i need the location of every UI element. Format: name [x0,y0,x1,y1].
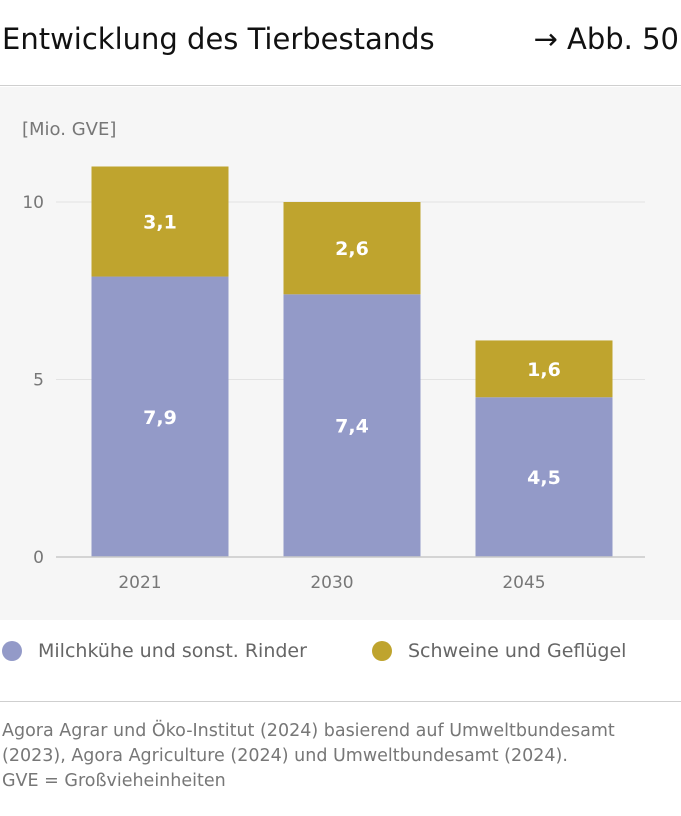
divider [0,701,681,702]
data-label: 3,1 [143,212,177,234]
legend-label-pigs-poultry: Schweine und Geflügel [408,640,627,662]
legend-swatch-pigs-poultry [372,641,392,661]
legend-item-pigs-poultry: Schweine und Geflügel [372,640,626,662]
source-line: GVE = Großvieheinheiten [2,771,226,791]
y-axis-label: [Mio. GVE] [22,119,116,140]
y-tick-label: 10 [22,193,44,213]
data-label: 4,5 [527,467,561,489]
bar-segment [283,294,421,557]
figure-reference[interactable]: → Abb. 50 [533,22,679,56]
bar-segment [475,340,613,398]
header: Entwicklung des Tierbestands → Abb. 50 [0,0,681,86]
chart-panel: [Mio. GVE] 0 5 10 7,9 3,1 2021 7,4 2,6 2030 4,5 1,6… [0,87,681,620]
source-line: (2023), Agora Agriculture (2024) und Umw… [2,746,568,766]
page-title: Entwicklung des Tierbestands [2,22,435,56]
x-tick-label: 2045 [502,573,545,593]
data-label: 2,6 [335,238,369,260]
legend-swatch-cattle [2,641,22,661]
legend: Milchkühe und sonst. Rinder Schweine und… [0,640,681,686]
source-line: Agora Agrar und Öko-Institut (2024) basi… [2,721,615,741]
data-label: 7,4 [335,416,369,438]
data-label: 1,6 [527,359,561,381]
source-note: Agora Agrar und Öko-Institut (2024) basi… [2,719,680,794]
legend-item-cattle: Milchkühe und sonst. Rinder [2,640,307,662]
bar-chart: [Mio. GVE] 0 5 10 7,9 3,1 2021 7,4 2,6 2030 4,5 1,6… [22,119,645,593]
bar-segment [283,202,421,295]
y-tick-label: 0 [33,548,44,568]
x-tick-label: 2021 [118,573,161,593]
bar-segment [475,397,613,557]
bar-segment [91,276,229,557]
legend-label-cattle: Milchkühe und sonst. Rinder [38,640,307,662]
y-tick-label: 5 [33,371,44,391]
data-label: 7,9 [143,407,177,429]
x-tick-label: 2030 [310,573,353,593]
bar-segment [91,166,229,277]
